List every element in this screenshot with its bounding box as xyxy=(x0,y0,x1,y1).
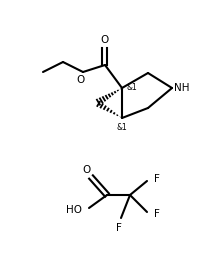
Text: O: O xyxy=(101,35,109,45)
Text: NH: NH xyxy=(174,83,190,93)
Text: O: O xyxy=(77,75,85,85)
Text: F: F xyxy=(154,209,160,219)
Text: &1: &1 xyxy=(127,83,137,93)
Text: O: O xyxy=(83,165,91,175)
Text: HO: HO xyxy=(66,205,82,215)
Text: F: F xyxy=(116,223,122,233)
Text: &1: &1 xyxy=(117,124,127,133)
Text: F: F xyxy=(154,174,160,184)
